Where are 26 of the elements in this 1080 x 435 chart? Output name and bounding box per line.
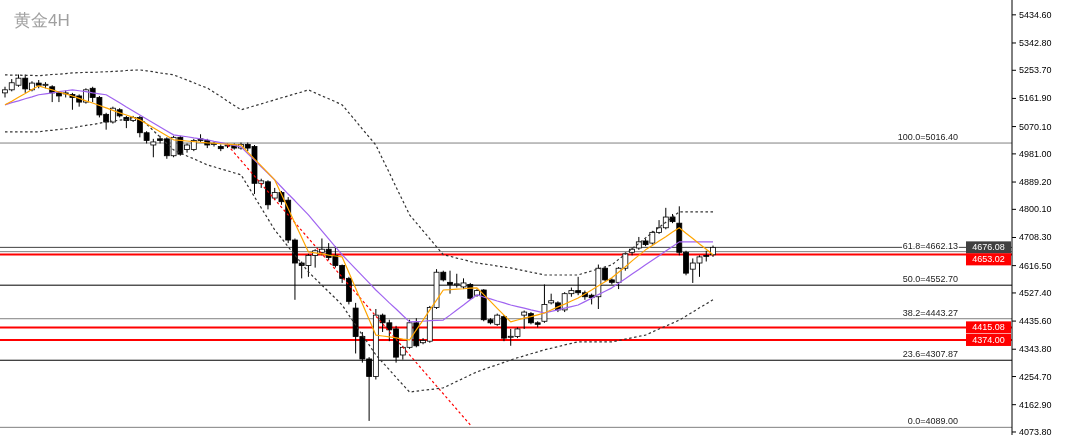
y-tick-label: 4343.80 bbox=[1019, 344, 1052, 355]
y-tick-label: 4981.00 bbox=[1019, 148, 1052, 159]
y-tick-label: 4800.10 bbox=[1019, 204, 1052, 215]
y-tick-label: 4073.80 bbox=[1019, 427, 1052, 435]
y-tick-label: 4527.40 bbox=[1019, 287, 1052, 298]
y-tick-label: 5342.80 bbox=[1019, 37, 1052, 48]
annotation: 4676.08 bbox=[972, 242, 1005, 253]
y-tick-label: 5070.10 bbox=[1019, 121, 1052, 132]
ref-line-label: 0.0=4089.00 bbox=[907, 416, 958, 427]
annotation: 4415.08 bbox=[972, 322, 1005, 333]
y-tick-label: 5253.70 bbox=[1019, 65, 1052, 76]
y-tick-label: 4889.20 bbox=[1019, 177, 1052, 188]
y-tick-label: 5434.60 bbox=[1019, 9, 1052, 20]
y-tick-label: 4708.30 bbox=[1019, 232, 1052, 243]
y-tick-label: 4435.60 bbox=[1019, 316, 1052, 327]
ref-line-label: 23.6=4307.87 bbox=[902, 349, 958, 360]
ref-line-label: 50.0=4552.70 bbox=[902, 274, 958, 285]
ref-line-label: 100.0=5016.40 bbox=[897, 132, 958, 143]
y-tick-label: 4162.90 bbox=[1019, 399, 1052, 410]
text: 黄金4H bbox=[14, 11, 70, 30]
annotation: 4374.00 bbox=[972, 334, 1005, 345]
ref-line-label: 38.2=4443.27 bbox=[902, 307, 958, 318]
y-tick-label: 5161.90 bbox=[1019, 93, 1052, 104]
y-tick-label: 4254.70 bbox=[1019, 371, 1052, 382]
y-tick-label: 4616.50 bbox=[1019, 260, 1052, 271]
annotation: 4653.02 bbox=[972, 254, 1005, 265]
